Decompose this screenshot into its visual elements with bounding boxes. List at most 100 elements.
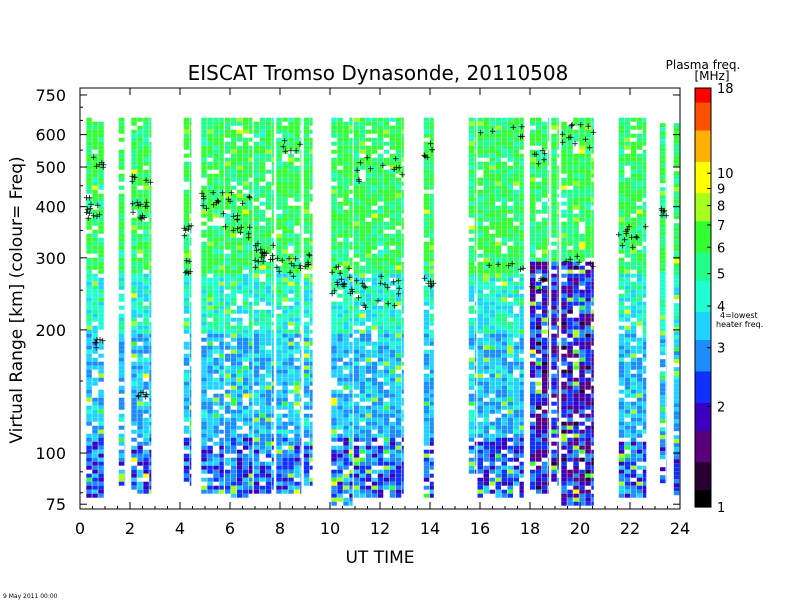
heatmap-cell — [207, 121, 213, 126]
heatmap-cell — [143, 361, 149, 366]
heatmap-cell — [513, 225, 519, 230]
heatmap-cell — [225, 121, 231, 126]
heatmap-cell — [201, 385, 207, 390]
heatmap-cell — [401, 293, 404, 298]
heatmap-cell — [530, 189, 536, 194]
heatmap-cell — [349, 385, 353, 390]
heatmap-cell — [536, 173, 542, 178]
heatmap-cell — [219, 353, 224, 358]
heatmap-cell — [271, 341, 274, 346]
heatmap-cell — [423, 417, 430, 422]
heatmap-cell — [395, 329, 402, 334]
heatmap-cell — [189, 413, 192, 418]
heatmap-cell — [530, 393, 536, 398]
heatmap-cell — [118, 257, 125, 262]
heatmap-cell — [337, 281, 343, 286]
heatmap-cell — [265, 293, 272, 298]
heatmap-cell — [265, 417, 272, 422]
heatmap-cell — [507, 377, 513, 382]
heatmap-cell — [131, 373, 137, 378]
heatmap-cell — [86, 233, 92, 238]
heatmap-cell — [423, 357, 430, 362]
heatmap-cell — [536, 453, 542, 458]
heatmap-cell — [513, 153, 519, 158]
heatmap-cell — [131, 165, 137, 170]
heatmap-cell — [294, 185, 300, 190]
heatmap-cell — [343, 185, 349, 190]
heatmap-cell — [389, 153, 396, 158]
heatmap-cell — [423, 241, 430, 246]
heatmap-cell — [507, 413, 513, 418]
heatmap-cell — [337, 461, 343, 466]
heatmap-cell — [237, 153, 243, 158]
heatmap-cell — [371, 453, 378, 458]
heatmap-cell — [501, 405, 507, 410]
heatmap-cell — [213, 381, 219, 386]
heatmap-cell — [429, 425, 434, 430]
heatmap-cell — [477, 433, 483, 438]
heatmap-cell — [331, 393, 337, 398]
heatmap-cell — [513, 477, 519, 482]
heatmap-cell — [507, 341, 513, 346]
heatmap-column — [253, 117, 274, 494]
heatmap-cell — [377, 369, 384, 374]
heatmap-cell — [401, 149, 404, 154]
heatmap-cell — [118, 201, 125, 206]
heatmap-cell — [189, 269, 192, 274]
heatmap-cell — [371, 269, 378, 274]
heatmap-cell — [243, 277, 249, 282]
heatmap-cell — [359, 209, 366, 214]
heatmap-cell — [542, 373, 548, 378]
heatmap-cell — [213, 121, 219, 126]
heatmap-cell — [213, 313, 219, 318]
heatmap-cell — [331, 133, 337, 138]
heatmap-cell — [477, 265, 483, 270]
heatmap-cell — [201, 201, 207, 206]
heatmap-cell — [337, 493, 343, 498]
heatmap-cell — [395, 169, 402, 174]
heatmap-cell — [343, 449, 349, 454]
heatmap-cell — [401, 193, 404, 198]
heatmap-cell — [401, 265, 404, 270]
heatmap-cell — [359, 185, 366, 190]
heatmap-cell — [288, 257, 294, 262]
heatmap-cell — [201, 241, 207, 246]
heatmap-cell — [483, 329, 489, 334]
heatmap-cell — [395, 125, 402, 130]
heatmap-cell — [395, 465, 402, 470]
heatmap-cell — [288, 457, 294, 462]
heatmap-cell — [149, 157, 152, 162]
heatmap-cell — [249, 469, 253, 474]
heatmap-cell — [149, 125, 152, 130]
heatmap-cell — [365, 201, 372, 206]
heatmap-cell — [253, 249, 260, 254]
heatmap-cell — [98, 465, 104, 470]
heatmap-cell — [271, 253, 274, 258]
heatmap-cell — [501, 445, 507, 450]
heatmap-cell — [530, 345, 536, 350]
heatmap-cell — [265, 233, 272, 238]
heatmap-cell — [219, 437, 224, 442]
heatmap-cell — [149, 329, 152, 334]
heatmap-cell — [288, 157, 294, 162]
heatmap-cell — [300, 221, 302, 226]
heatmap-cell — [225, 269, 231, 274]
heatmap-cell — [401, 353, 404, 358]
heatmap-cell — [359, 181, 366, 186]
heatmap-cell — [349, 377, 353, 382]
heatmap-cell — [429, 385, 434, 390]
heatmap-cell — [86, 389, 92, 394]
heatmap-cell — [131, 225, 137, 230]
heatmap-cell — [507, 193, 513, 198]
heatmap-cell — [349, 265, 353, 270]
heatmap-cell — [507, 217, 513, 222]
heatmap-cell — [401, 285, 404, 290]
heatmap-cell — [225, 477, 231, 482]
heatmap-cell — [530, 433, 536, 438]
heatmap-cell — [519, 217, 524, 222]
heatmap-cell — [143, 129, 149, 134]
heatmap-cell — [483, 477, 489, 482]
heatmap-cell — [225, 313, 231, 318]
heatmap-cell — [395, 389, 402, 394]
heatmap-cell — [231, 281, 237, 286]
